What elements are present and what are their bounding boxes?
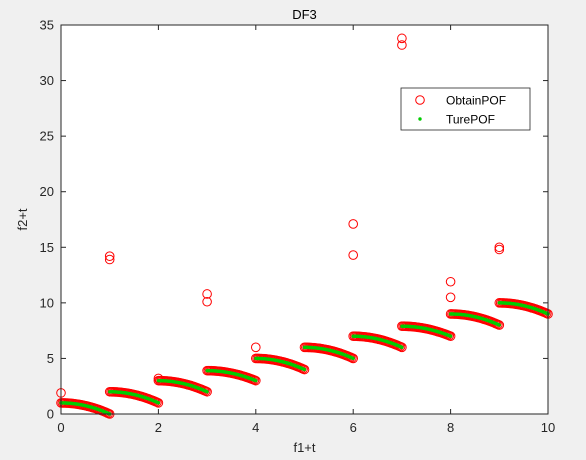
obtainpof-outlier-point	[348, 219, 359, 229]
y-tick-label: 30	[40, 73, 54, 88]
obtainpof-outlier-point	[445, 292, 456, 303]
legend-label-turepof: TurePOF	[446, 113, 495, 127]
obtainpof-point	[202, 386, 212, 397]
turepof-point	[254, 378, 258, 383]
obtainpof-point	[348, 353, 359, 364]
turepof-point	[400, 345, 404, 350]
obtainpof-point	[397, 342, 407, 353]
y-tick-label: 15	[40, 240, 54, 255]
obtainpof-outlier-point	[397, 33, 407, 44]
x-axis: 0 2 4 6 8 10	[57, 25, 555, 435]
x-tick-label: 10	[541, 420, 555, 435]
obtainpof-outlier-point	[494, 244, 505, 255]
y-tick-label: 20	[40, 184, 54, 199]
true-pof-layer	[59, 301, 550, 416]
y-axis-label: f2+t	[15, 208, 30, 230]
obtainpof-outlier-point	[153, 373, 164, 384]
y-tick-label: 5	[47, 351, 54, 366]
obtainpof-outlier-point	[348, 250, 359, 260]
y-tick-label: 0	[47, 407, 54, 422]
obtainpof-point	[299, 364, 310, 375]
obtainpof-outlier-point	[202, 296, 212, 307]
turepof-point	[156, 401, 161, 405]
y-tick-label: 25	[40, 129, 54, 144]
x-tick-label: 2	[155, 420, 162, 435]
obtainpof-outlier-point	[104, 254, 115, 265]
x-axis-label: f1+t	[293, 440, 315, 455]
obtainpof-point	[153, 398, 164, 408]
x-tick-label: 6	[350, 420, 357, 435]
axes-background	[61, 25, 548, 414]
obtainpof-outlier-point	[251, 342, 261, 353]
obtainpof-outlier-point	[397, 40, 407, 50]
y-tick-label: 10	[40, 295, 54, 310]
legend-marker-obtainpof	[415, 95, 425, 105]
obtainpof-point	[494, 320, 505, 330]
turepof-point	[302, 367, 307, 372]
legend-marker-turepof	[418, 117, 422, 121]
turepof-point	[497, 323, 501, 327]
y-tick-label: 35	[40, 18, 54, 33]
axes-box	[60, 24, 549, 415]
obtainpof-outlier-point	[104, 251, 115, 261]
legend: ObtainPOF TurePOF	[400, 87, 531, 131]
turepof-point	[448, 334, 453, 338]
chart-title: DF3	[292, 7, 317, 22]
x-tick-label: 4	[252, 420, 259, 435]
legend-box	[400, 87, 531, 131]
x-tick-label: 0	[57, 420, 64, 435]
legend-label-obtainpof: ObtainPOF	[446, 94, 506, 108]
turepof-point	[351, 356, 355, 361]
x-tick-label: 8	[447, 420, 454, 435]
turepof-point	[205, 390, 209, 394]
obtainpof-outlier-point	[494, 242, 505, 253]
obtainpof-outlier-point	[202, 289, 212, 299]
y-axis: 0 5 10 15 20 25 30 35	[40, 18, 548, 422]
obtainpof-outlier-point	[445, 276, 456, 287]
